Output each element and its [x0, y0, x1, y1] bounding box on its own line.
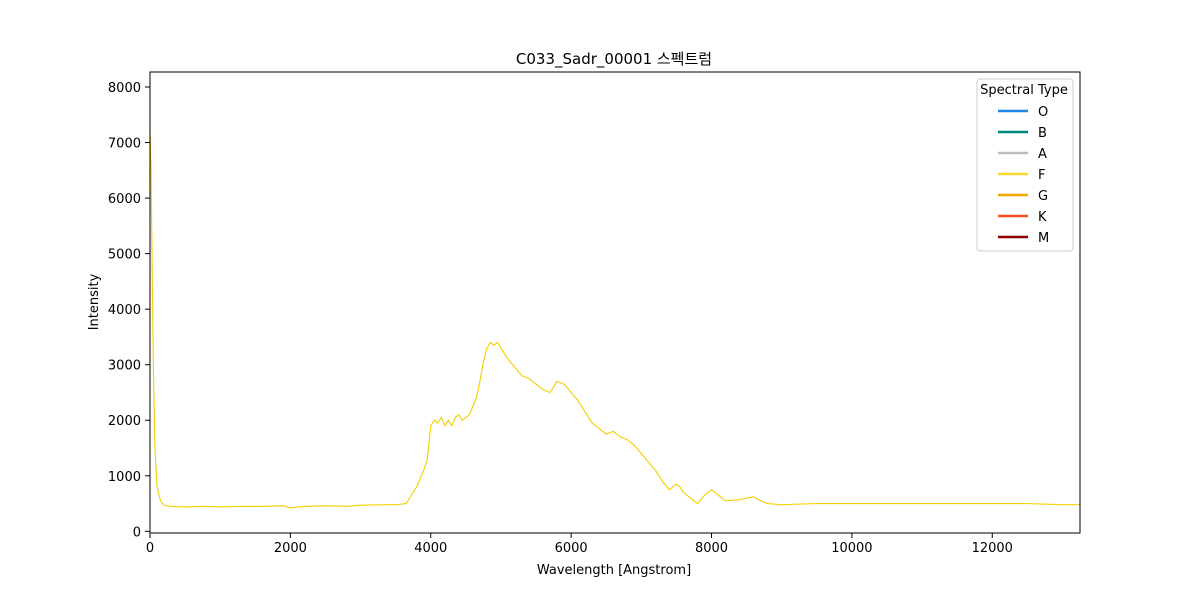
y-tick-label: 8000	[108, 81, 141, 96]
series-layer	[149, 131, 1080, 509]
legend-label-A: A	[1038, 147, 1047, 162]
y-tick-label: 3000	[108, 359, 141, 374]
x-tick-label: 12000	[972, 541, 1013, 556]
plot-area	[149, 71, 1081, 534]
y-tick-label: 1000	[108, 470, 141, 485]
y-tick-label: 5000	[108, 248, 141, 263]
x-tick-label: 8000	[695, 541, 728, 556]
legend-box	[976, 78, 1074, 252]
legend-title: Spectral Type	[980, 83, 1068, 98]
legend-label-O: O	[1038, 105, 1048, 120]
x-tick-label: 0	[146, 541, 154, 556]
legend-label-B: B	[1038, 126, 1047, 141]
y-axis: 0 1000 2000 3000 4000 5000 6000 7000 8000	[108, 81, 150, 540]
x-axis: 0 2000 4000 6000 8000 10000 12000	[146, 533, 1013, 556]
y-tick-label: 2000	[108, 414, 141, 429]
legend-label-K: K	[1038, 210, 1047, 225]
y-tick-label: 6000	[108, 192, 141, 207]
x-axis-label: Wavelength [Angstrom]	[537, 563, 691, 578]
legend-label-F: F	[1038, 168, 1045, 183]
y-tick-label: 7000	[108, 137, 141, 152]
x-tick-label: 6000	[555, 541, 588, 556]
y-tick-label: 0	[133, 525, 141, 540]
y-tick-label: 4000	[108, 303, 141, 318]
x-tick-label: 4000	[414, 541, 447, 556]
spectrum-line-0	[149, 131, 1080, 509]
legend-label-G: G	[1038, 189, 1048, 204]
plot-background	[150, 72, 1080, 533]
x-tick-label: 2000	[274, 541, 307, 556]
chart-title: C033_Sadr_00001 스펙트럼	[516, 50, 712, 69]
plot-frame	[149, 71, 1081, 534]
legend-label-M: M	[1038, 231, 1049, 246]
y-axis-label: Intensity	[87, 273, 102, 330]
x-tick-label: 10000	[831, 541, 872, 556]
